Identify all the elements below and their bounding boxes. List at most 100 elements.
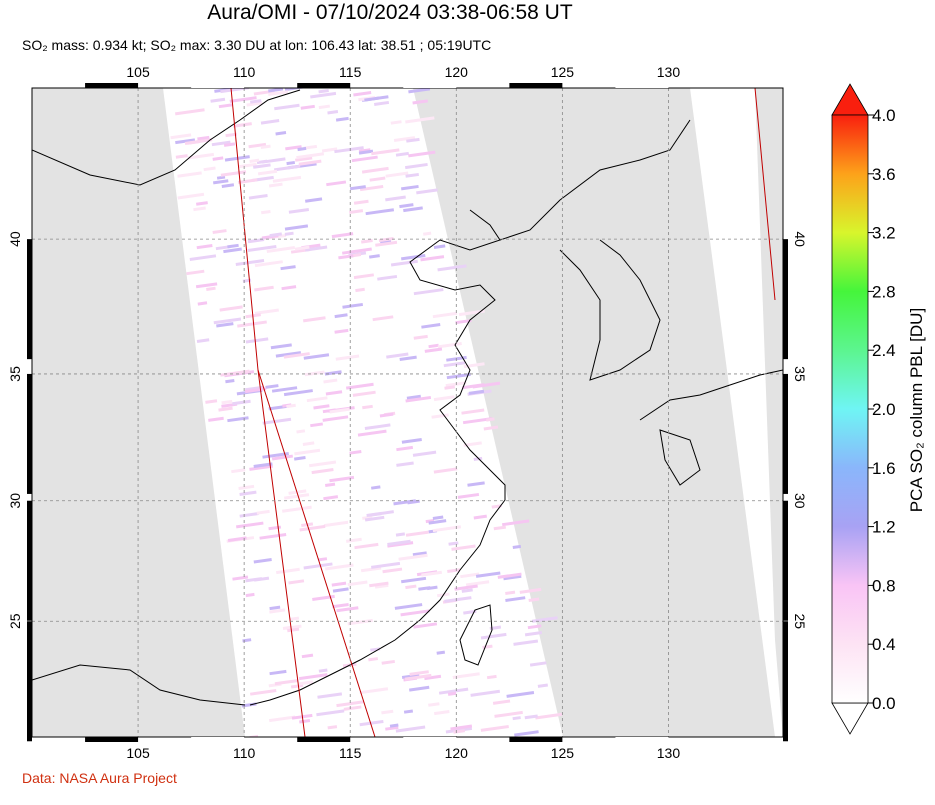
lon-tick-label: 115 (339, 64, 362, 80)
pixel-stripe (338, 254, 354, 260)
pixel-stripe (312, 594, 335, 601)
pixel-stripe (398, 553, 428, 561)
pixel-stripe (412, 99, 428, 105)
pixel-stripe (326, 180, 347, 187)
pixel-stripe (227, 243, 239, 249)
pixel-stripe (323, 495, 339, 501)
pixel-stripe (175, 154, 188, 159)
pixel-stripe (401, 438, 422, 444)
pixel-stripe (318, 88, 329, 94)
pixel-stripe (428, 519, 447, 525)
lat-tick-label: 30 (792, 493, 808, 509)
pixel-stripe (447, 568, 461, 573)
pixel-stripe (420, 255, 445, 262)
pixel-stripe (400, 609, 430, 617)
pixel-stripe (195, 282, 218, 289)
pixel-stripe (335, 354, 360, 361)
pixel-stripe (220, 88, 250, 94)
pixel-stripe (421, 570, 443, 577)
pixel-stripe (405, 162, 428, 170)
pixel-stripe (260, 119, 280, 125)
pixel-stripe (360, 238, 373, 244)
pixel-stripe (359, 719, 384, 727)
colorbar-tick-label: 2.8 (872, 282, 896, 301)
pixel-stripe (216, 322, 234, 328)
pixel-stripe (393, 136, 416, 142)
pixel-stripe (535, 712, 563, 720)
pixel-stripe (220, 170, 247, 177)
pixel-stripe (334, 328, 349, 334)
pixel-stripe (231, 468, 246, 474)
coastline (499, 119, 691, 241)
pixel-stripe (432, 515, 444, 520)
pixel-stripe (257, 169, 278, 176)
pixel-stripe (486, 674, 497, 680)
pixel-stripe (428, 702, 440, 707)
coastline (459, 604, 493, 666)
pixel-stripe (170, 133, 192, 140)
pixel-stripe (400, 184, 419, 191)
no-data-swath (413, 88, 775, 737)
pixel-stripe (371, 148, 400, 156)
pixel-stripe (184, 138, 213, 145)
pixel-stripe (236, 521, 264, 529)
pixel-stripe (462, 417, 493, 425)
pixel-stripe (318, 104, 331, 110)
pixel-stripe (342, 302, 364, 309)
pixel-stripe (322, 415, 349, 422)
colorbar-tick-label: 1.6 (872, 459, 896, 478)
pixel-stripe (288, 579, 305, 585)
pixel-stripe (329, 475, 355, 483)
pixel-stripe (357, 429, 387, 437)
pixel-stripe (284, 231, 294, 236)
pixel-stripe (259, 532, 287, 540)
pixel-stripe (467, 481, 485, 487)
pixel-stripe (468, 389, 485, 395)
pixel-stripe (405, 584, 417, 590)
pixel-stripe (268, 182, 283, 188)
pixel-stripe (463, 441, 482, 447)
pixel-stripe (395, 532, 406, 537)
colorbar-ticks: 0.0 0.4 0.8 1.2 1.6 2.0 2.4 2.8 3.2 3.6 4.0 (868, 106, 896, 713)
axis-tick-bar (27, 500, 32, 621)
pixel-stripe (465, 580, 490, 587)
pixel-stripe (286, 403, 296, 409)
pixel-stripe (175, 138, 196, 145)
pixel-stripe (369, 581, 389, 588)
pixel-stripe (274, 103, 300, 111)
pixel-stripe (443, 361, 466, 368)
pixel-stripe (405, 172, 419, 178)
pixel-stripe (446, 372, 471, 380)
pixel-stripe (309, 460, 337, 468)
pixel-stripe (444, 596, 472, 603)
lon-tick-label: 110 (233, 745, 256, 761)
pixel-stripe (524, 631, 543, 637)
pixel-stripe (375, 240, 398, 247)
pixel-stripe (261, 210, 271, 215)
pixel-stripe (506, 691, 535, 698)
pixel-stripe (352, 390, 376, 397)
pixel-stripe (361, 166, 389, 174)
pixel-stripe (218, 103, 233, 109)
graticule (32, 88, 783, 737)
pixel-stripe (331, 232, 354, 239)
lat-tick-label: 30 (7, 493, 23, 509)
pixel-stripe (304, 245, 328, 252)
axis-tick-bar (783, 239, 788, 360)
pixel-stripe (480, 632, 507, 640)
pixel-stripe (325, 482, 336, 487)
pixel-stripe (299, 719, 311, 724)
pixel-stripe (221, 399, 233, 405)
pixel-stripe (274, 164, 301, 172)
axis-tick-bar (783, 373, 788, 494)
pixel-stripe (232, 122, 252, 128)
pixel-stripe (232, 399, 251, 406)
pixel-stripe (196, 201, 208, 206)
pixel-stripe (489, 625, 502, 631)
axis-tick-bar (615, 737, 669, 742)
pixel-stripe (364, 423, 391, 430)
pixel-stripe (369, 176, 386, 182)
pixel-stripe (254, 285, 274, 292)
pixel-stripe (187, 152, 215, 160)
pixel-stripe (213, 317, 242, 325)
